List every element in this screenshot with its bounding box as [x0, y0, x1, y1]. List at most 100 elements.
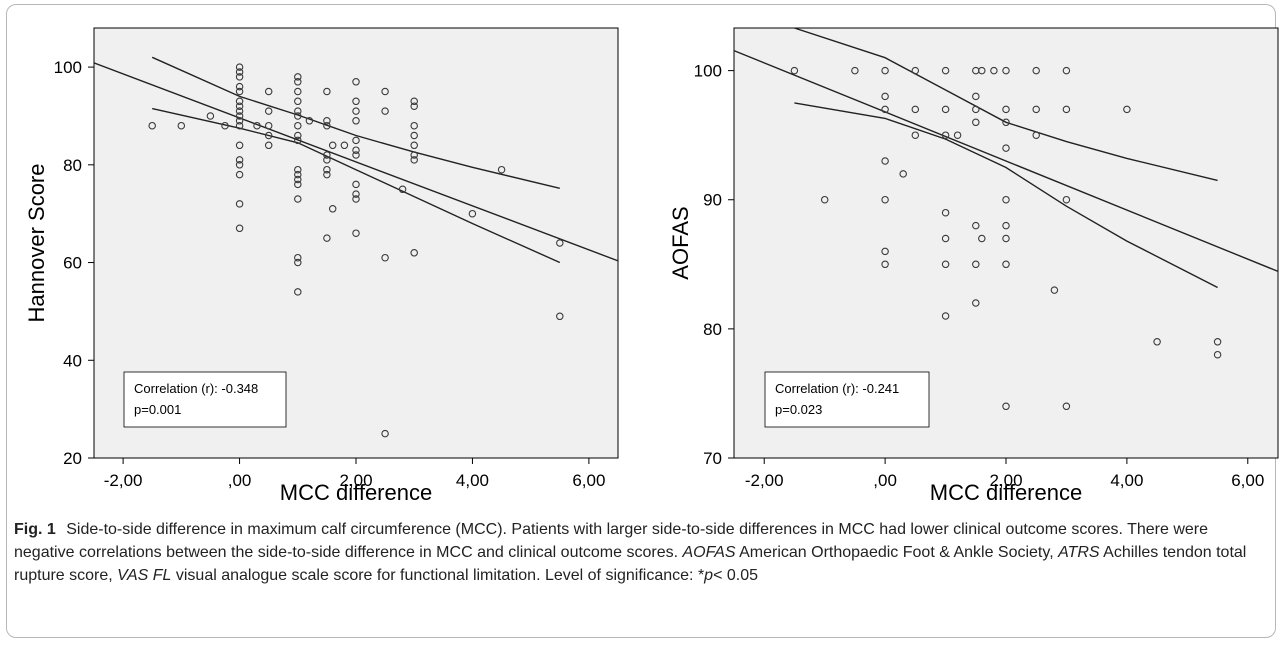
- data-point: [235, 112, 244, 120]
- data-point: [294, 78, 302, 86]
- data-point: [235, 121, 244, 130]
- x-tick-label: ,00: [873, 471, 897, 490]
- plot-content: [94, 56, 618, 438]
- y-tick-label: 100: [54, 58, 82, 77]
- ci-upper-curve: [151, 56, 560, 189]
- p-value: p=0.023: [775, 402, 822, 417]
- caption-abbr-vasfl-text: visual analogue scale score for function…: [175, 567, 705, 584]
- y-tick-label: 70: [703, 449, 722, 468]
- x-tick-label: ,00: [228, 471, 252, 490]
- caption-figure-label: Fig. 1: [14, 521, 56, 538]
- data-point: [1002, 260, 1010, 269]
- chart-hannover-score: 20 40 60 80 100 -2,00 ,00 2,00 4,00 6,00 MCC diffe…: [24, 27, 619, 505]
- data-point: [972, 221, 980, 230]
- data-point: [497, 165, 506, 174]
- data-point: [941, 131, 950, 139]
- caption-p-symbol: p: [704, 567, 714, 584]
- data-point: [1062, 402, 1071, 411]
- x-tick-label: 4,00: [1110, 471, 1143, 490]
- x-tick-label: 2,00: [339, 471, 372, 490]
- data-point: [294, 136, 302, 145]
- data-point: [352, 151, 360, 159]
- data-point: [941, 66, 950, 75]
- data-point: [323, 234, 331, 242]
- data-point: [881, 260, 889, 269]
- data-point: [294, 131, 302, 140]
- data-point: [323, 170, 331, 179]
- y-tick-label: 90: [703, 191, 722, 210]
- data-point: [235, 102, 244, 110]
- data-point: [235, 156, 244, 164]
- data-point: [235, 97, 244, 106]
- data-point: [294, 121, 302, 130]
- data-point: [235, 73, 244, 81]
- y-tick-label: 80: [63, 156, 82, 175]
- data-point: [911, 131, 920, 139]
- plot-content: [734, 28, 1278, 411]
- data-point: [1062, 66, 1071, 75]
- data-point: [1032, 105, 1040, 114]
- data-point: [410, 151, 418, 159]
- y-tick-label: 20: [63, 449, 82, 468]
- data-point: [264, 87, 273, 96]
- y-axis-title: AOFAS: [668, 206, 693, 279]
- data-point: [556, 312, 564, 321]
- data-point: [978, 66, 986, 75]
- y-tick-label: 60: [63, 254, 82, 273]
- data-point: [340, 141, 349, 150]
- data-point: [328, 141, 337, 150]
- regression-line: [94, 62, 618, 262]
- data-point: [221, 121, 229, 130]
- p-value: p=0.001: [134, 402, 181, 417]
- caption-abbr-vasfl: VAS FL: [117, 567, 172, 584]
- caption-text: Side-to-side difference in maximum calf …: [14, 521, 1209, 561]
- data-point: [410, 156, 418, 164]
- correlation-value: Correlation (r): -0.348: [134, 381, 258, 396]
- data-point: [978, 234, 986, 243]
- data-point: [941, 312, 950, 320]
- data-point: [294, 165, 302, 174]
- data-point: [352, 146, 360, 154]
- data-point: [1002, 66, 1010, 75]
- data-point: [410, 102, 418, 110]
- data-point: [294, 253, 302, 262]
- data-point: [790, 66, 799, 75]
- data-point: [294, 180, 302, 189]
- data-point: [381, 87, 389, 96]
- data-point: [1002, 221, 1010, 230]
- x-tick-label: 4,00: [456, 471, 489, 490]
- data-point: [294, 73, 302, 81]
- data-point: [972, 260, 980, 269]
- data-point: [911, 66, 920, 75]
- caption-abbr-aofas-text: American Orthopaedic Foot & Ankle Societ…: [739, 544, 1054, 561]
- data-point: [410, 141, 418, 150]
- figure-caption: Fig. 1 Side-to-side difference in maximu…: [14, 518, 1270, 587]
- data-point: [235, 224, 244, 233]
- data-point: [1002, 105, 1010, 114]
- x-axis-title: MCC difference: [930, 480, 1082, 505]
- correlation-value: Correlation (r): -0.241: [775, 381, 899, 396]
- data-point: [235, 117, 244, 125]
- data-point: [1123, 105, 1131, 114]
- data-point: [1050, 286, 1059, 294]
- data-point: [235, 63, 244, 71]
- data-point: [352, 190, 360, 198]
- data-point: [881, 66, 889, 75]
- x-tick-label: -2,00: [104, 471, 143, 490]
- caption-abbr-atrs-text: Achilles tendon total rupture score,: [14, 544, 1247, 584]
- data-point: [352, 180, 360, 189]
- data-point: [972, 92, 980, 101]
- data-point: [1002, 402, 1010, 411]
- y-tick-label: 40: [63, 351, 82, 370]
- data-point: [1062, 105, 1071, 114]
- data-point: [177, 121, 186, 130]
- data-point: [1002, 144, 1010, 152]
- correlation-box: [123, 371, 287, 428]
- data-point: [851, 66, 859, 75]
- regression-line: [734, 49, 1278, 273]
- data-point: [381, 107, 389, 115]
- data-point: [305, 117, 314, 125]
- data-point: [352, 136, 360, 145]
- data-point: [294, 107, 302, 115]
- data-point: [911, 105, 920, 114]
